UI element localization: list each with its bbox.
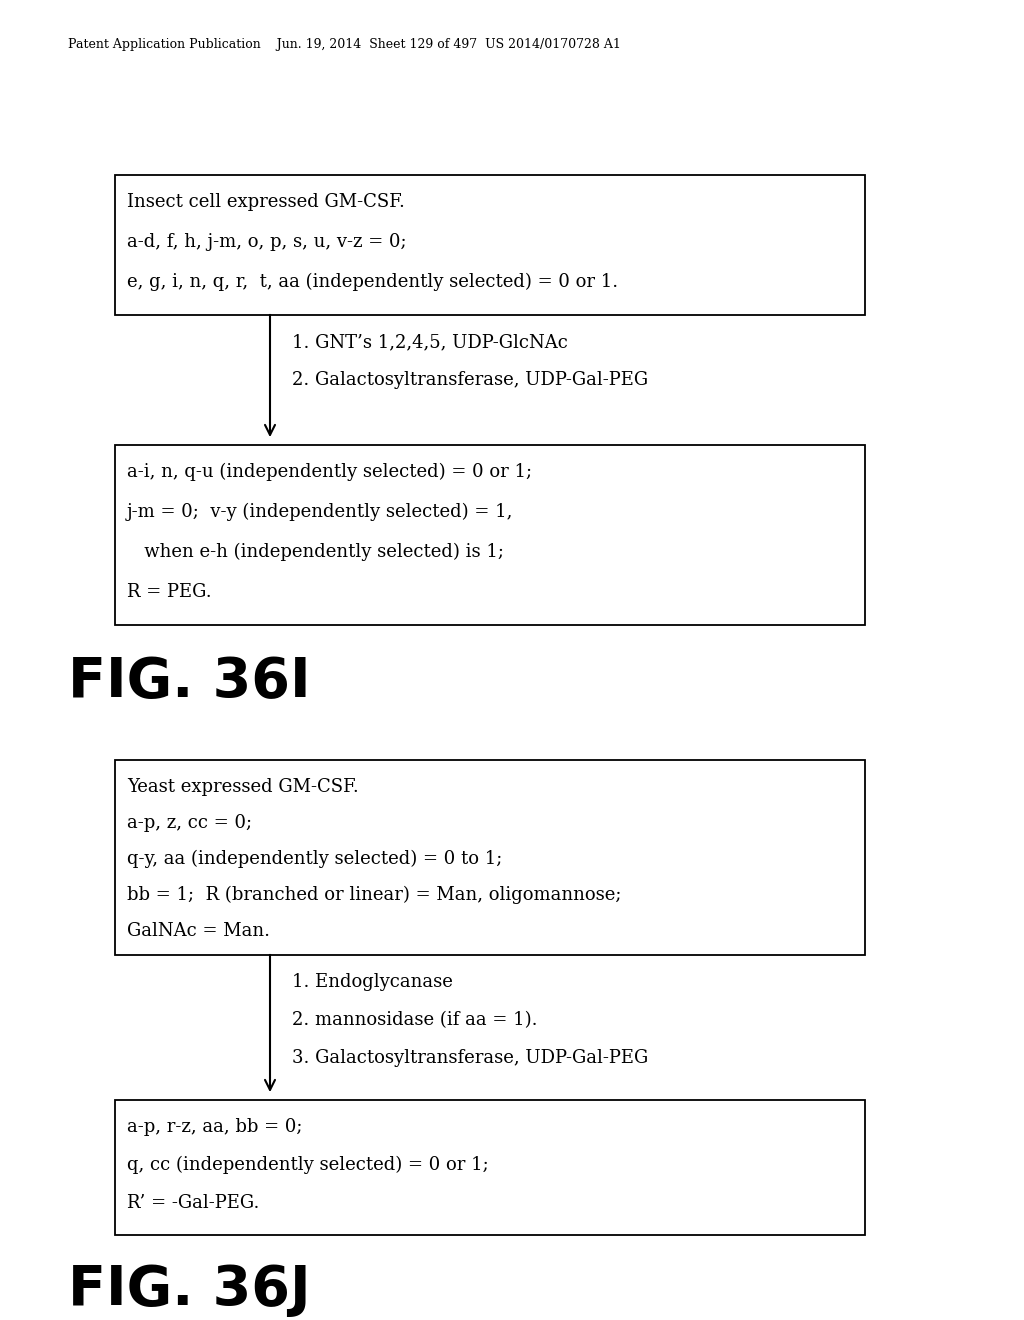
FancyBboxPatch shape <box>115 176 865 315</box>
Text: Insect cell expressed GM-CSF.: Insect cell expressed GM-CSF. <box>127 193 404 211</box>
Text: Patent Application Publication    Jun. 19, 2014  Sheet 129 of 497  US 2014/01707: Patent Application Publication Jun. 19, … <box>68 38 621 51</box>
Text: when e-h (independently selected) is 1;: when e-h (independently selected) is 1; <box>127 543 504 561</box>
Text: a-i, n, q-u (independently selected) = 0 or 1;: a-i, n, q-u (independently selected) = 0… <box>127 463 532 482</box>
Text: GalNAc = Man.: GalNAc = Man. <box>127 921 270 940</box>
Text: a-p, r-z, aa, bb = 0;: a-p, r-z, aa, bb = 0; <box>127 1118 302 1137</box>
Text: 2. mannosidase (if aa = 1).: 2. mannosidase (if aa = 1). <box>292 1011 538 1030</box>
Text: 2. Galactosyltransferase, UDP-Gal-PEG: 2. Galactosyltransferase, UDP-Gal-PEG <box>292 371 648 389</box>
Text: R’ = -Gal-PEG.: R’ = -Gal-PEG. <box>127 1195 259 1212</box>
FancyBboxPatch shape <box>115 760 865 954</box>
Text: 3. Galactosyltransferase, UDP-Gal-PEG: 3. Galactosyltransferase, UDP-Gal-PEG <box>292 1049 648 1067</box>
Text: FIG. 36J: FIG. 36J <box>68 1263 310 1317</box>
Text: FIG. 36I: FIG. 36I <box>68 655 310 709</box>
Text: Yeast expressed GM-CSF.: Yeast expressed GM-CSF. <box>127 777 358 796</box>
Text: a-d, f, h, j-m, o, p, s, u, v-z = 0;: a-d, f, h, j-m, o, p, s, u, v-z = 0; <box>127 234 407 251</box>
FancyBboxPatch shape <box>115 1100 865 1236</box>
Text: e, g, i, n, q, r,  t, aa (independently selected) = 0 or 1.: e, g, i, n, q, r, t, aa (independently s… <box>127 273 618 292</box>
Text: 1. GNT’s 1,2,4,5, UDP-GlcNAc: 1. GNT’s 1,2,4,5, UDP-GlcNAc <box>292 333 568 351</box>
Text: bb = 1;  R (branched or linear) = Man, oligomannose;: bb = 1; R (branched or linear) = Man, ol… <box>127 886 622 904</box>
Text: a-p, z, cc = 0;: a-p, z, cc = 0; <box>127 814 252 832</box>
Text: q-y, aa (independently selected) = 0 to 1;: q-y, aa (independently selected) = 0 to … <box>127 850 503 869</box>
FancyBboxPatch shape <box>115 445 865 624</box>
Text: R = PEG.: R = PEG. <box>127 583 212 601</box>
Text: j-m = 0;  v-y (independently selected) = 1,: j-m = 0; v-y (independently selected) = … <box>127 503 513 521</box>
Text: q, cc (independently selected) = 0 or 1;: q, cc (independently selected) = 0 or 1; <box>127 1156 488 1175</box>
Text: 1. Endoglycanase: 1. Endoglycanase <box>292 973 453 991</box>
